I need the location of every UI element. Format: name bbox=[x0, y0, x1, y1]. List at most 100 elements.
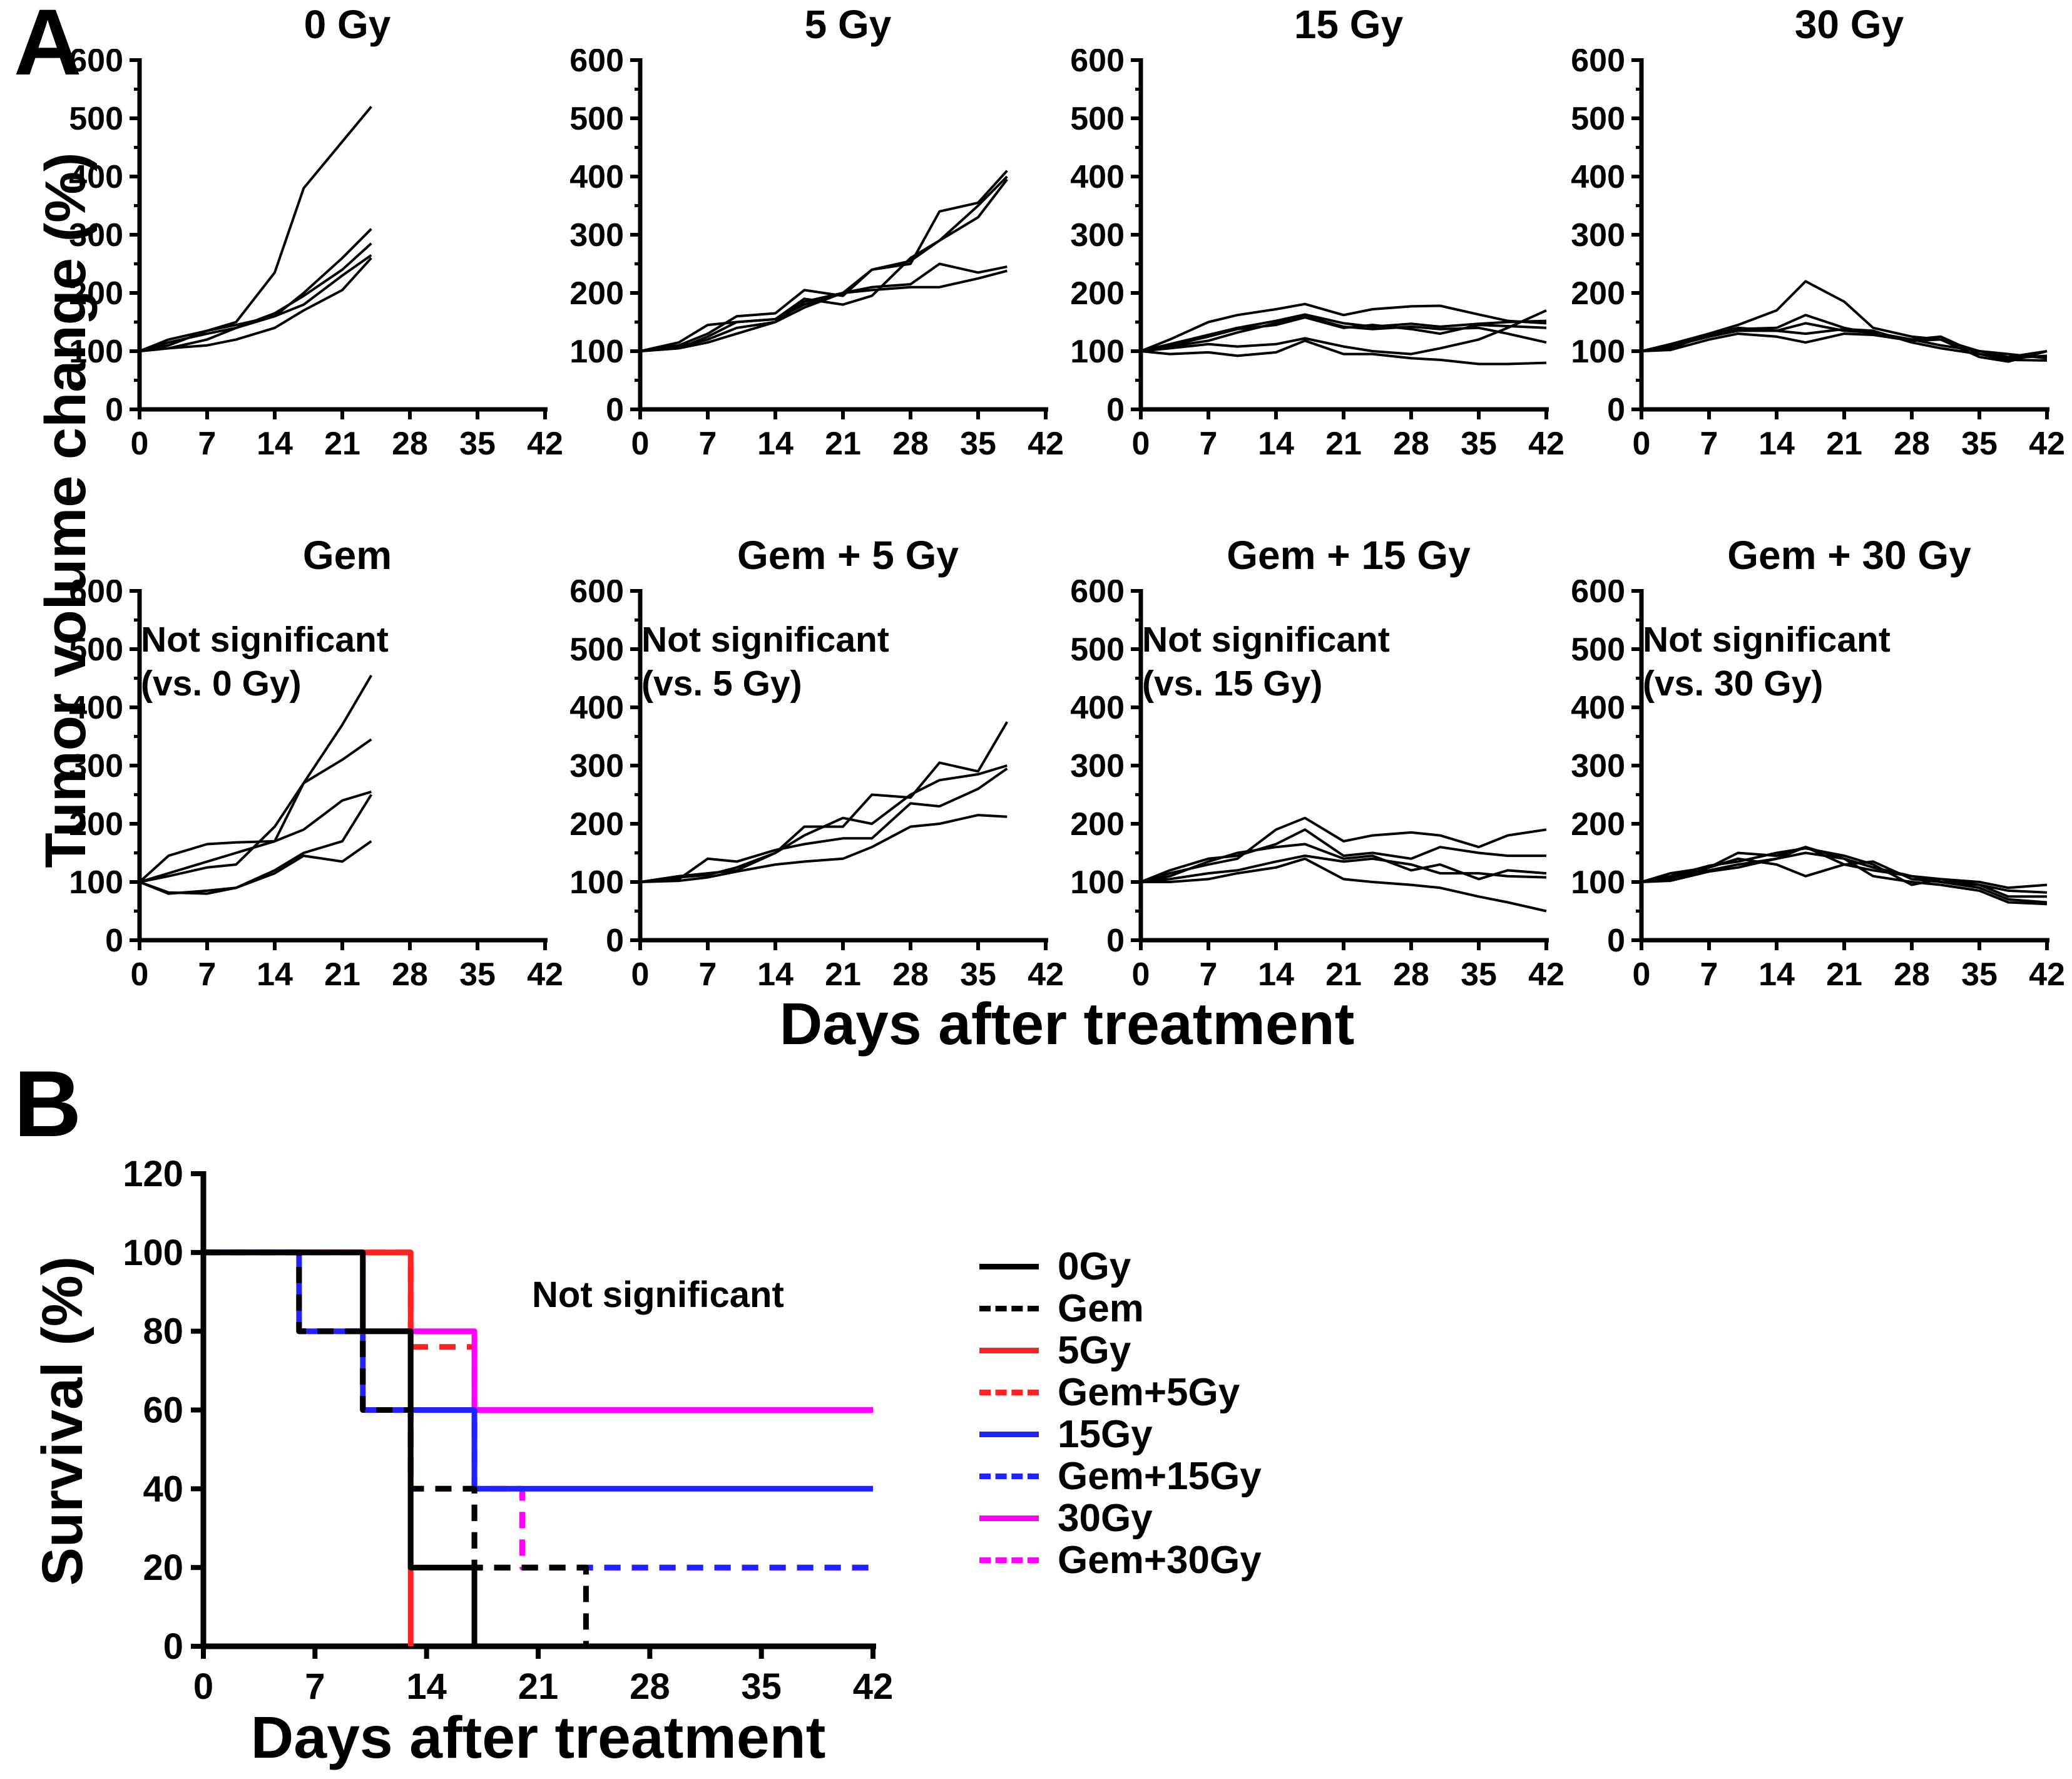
subplot-title: 0 Gy bbox=[304, 2, 391, 47]
svg-text:7: 7 bbox=[198, 426, 217, 462]
svg-text:14: 14 bbox=[1758, 426, 1795, 462]
svg-text:300: 300 bbox=[1070, 748, 1125, 784]
svg-text:200: 200 bbox=[569, 806, 624, 843]
tumor-line-mouse-4 bbox=[1140, 315, 1547, 352]
svg-text:42: 42 bbox=[1528, 956, 1564, 993]
legend-label: Gem bbox=[1058, 1286, 1144, 1330]
svg-text:100: 100 bbox=[1070, 864, 1125, 901]
tumor-line-mouse-2 bbox=[640, 175, 1008, 352]
tumor-line-mouse-5 bbox=[640, 269, 1008, 352]
svg-text:200: 200 bbox=[69, 275, 123, 312]
svg-text:35: 35 bbox=[741, 1666, 782, 1707]
svg-text:500: 500 bbox=[1070, 101, 1125, 137]
subplot-annotation: Not significant (vs. 5 Gy) bbox=[641, 620, 889, 704]
svg-text:300: 300 bbox=[1070, 217, 1125, 254]
svg-text:0: 0 bbox=[193, 1666, 213, 1707]
subplot-30gy: 30 Gy 0 100 200 300 400 500 600 0 7 14 21 28 35 42 bbox=[1568, 0, 2068, 487]
svg-text:35: 35 bbox=[459, 426, 496, 462]
svg-text:21: 21 bbox=[1325, 426, 1362, 462]
svg-text:28: 28 bbox=[630, 1666, 670, 1707]
subplot-chart-15gy: 0 100 200 300 400 500 600 0 7 14 21 28 35 42 bbox=[1070, 49, 1564, 462]
svg-text:21: 21 bbox=[1826, 426, 1862, 462]
svg-text:42: 42 bbox=[2029, 426, 2065, 462]
tumor-line-mouse-5 bbox=[139, 840, 372, 895]
svg-text:35: 35 bbox=[1961, 956, 1998, 993]
legend-label: Gem+30Gy bbox=[1058, 1538, 1262, 1582]
tumor-line-mouse-3 bbox=[138, 790, 372, 883]
panel-b-label: B bbox=[14, 1051, 82, 1156]
svg-text:0: 0 bbox=[131, 426, 149, 462]
svg-text:28: 28 bbox=[392, 956, 428, 993]
svg-text:40: 40 bbox=[143, 1469, 183, 1509]
tumor-line-mouse-1 bbox=[1641, 280, 2048, 359]
svg-text:42: 42 bbox=[527, 956, 563, 993]
legend-line-swatch bbox=[979, 1474, 1039, 1479]
subplot-chart-5gy: 0 100 200 300 400 500 600 0 7 14 21 28 35 42 bbox=[569, 49, 1064, 462]
tumor-line-mouse-6 bbox=[1140, 339, 1547, 366]
svg-text:14: 14 bbox=[406, 1666, 447, 1707]
survival-annotation: Not significant bbox=[532, 1274, 784, 1315]
svg-text:35: 35 bbox=[960, 426, 996, 462]
svg-text:35: 35 bbox=[1461, 956, 1497, 993]
legend-line-swatch bbox=[979, 1557, 1039, 1563]
tumor-line-mouse-5 bbox=[1641, 332, 2048, 363]
tumor-line-mouse-2 bbox=[1140, 828, 1546, 883]
subplot-chart-0gy: 0 100 200 300 400 500 600 0 7 14 21 28 35 42 bbox=[69, 49, 563, 462]
subplot-annotation: Not significant (vs. 30 Gy) bbox=[1643, 620, 1891, 704]
svg-text:100: 100 bbox=[1070, 334, 1125, 370]
tumor-line-mouse-1 bbox=[139, 106, 372, 352]
legend-line-swatch bbox=[979, 1515, 1039, 1521]
svg-text:21: 21 bbox=[324, 956, 360, 993]
subplot-0gy: 0 Gy 0 100 200 300 400 500 600 0 7 14 21 28 35 42 bbox=[66, 0, 566, 487]
svg-text:500: 500 bbox=[69, 101, 123, 137]
legend-item-15gy: 15Gy bbox=[979, 1413, 1262, 1455]
tumor-line-mouse-5 bbox=[139, 257, 372, 352]
svg-text:28: 28 bbox=[392, 426, 428, 462]
svg-text:400: 400 bbox=[1571, 690, 1625, 726]
subplot-gem-5gy: Gem + 5 Gy Not significant (vs. 5 Gy) 0 1… bbox=[566, 531, 1067, 1018]
legend-item-gem-15gy: Gem+15Gy bbox=[979, 1455, 1262, 1497]
tumor-line-mouse-3 bbox=[640, 178, 1008, 352]
subplot-5gy: 5 Gy 0 100 200 300 400 500 600 0 7 14 21 28 35 42 bbox=[566, 0, 1067, 487]
survival-curve-5Gy bbox=[203, 1249, 414, 1646]
subplot-title: Gem + 15 Gy bbox=[1227, 533, 1471, 578]
svg-text:600: 600 bbox=[569, 580, 624, 610]
svg-text:100: 100 bbox=[123, 1233, 183, 1273]
legend-item-gem-5gy: Gem+5Gy bbox=[979, 1371, 1262, 1413]
svg-text:0: 0 bbox=[163, 1626, 183, 1667]
tumor-line-mouse-5 bbox=[1641, 851, 2048, 906]
svg-text:300: 300 bbox=[69, 748, 123, 784]
svg-text:14: 14 bbox=[1258, 426, 1294, 462]
svg-text:500: 500 bbox=[569, 101, 624, 137]
svg-text:21: 21 bbox=[1325, 956, 1362, 993]
svg-text:600: 600 bbox=[1571, 580, 1625, 610]
subplot-title: Gem + 30 Gy bbox=[1727, 533, 1971, 578]
svg-text:28: 28 bbox=[1393, 426, 1429, 462]
svg-text:600: 600 bbox=[1571, 49, 1625, 79]
svg-text:0: 0 bbox=[1633, 426, 1651, 462]
subplot-annotation: Not significant (vs. 0 Gy) bbox=[141, 620, 389, 704]
legend-item-30gy: 30Gy bbox=[979, 1497, 1262, 1539]
svg-text:7: 7 bbox=[198, 956, 217, 993]
svg-text:200: 200 bbox=[569, 275, 624, 312]
tumor-line-mouse-4 bbox=[1641, 326, 2048, 362]
svg-text:0: 0 bbox=[606, 392, 624, 428]
legend-line-swatch bbox=[979, 1432, 1039, 1437]
svg-text:42: 42 bbox=[1028, 426, 1064, 462]
tumor-line-mouse-4 bbox=[1641, 857, 2048, 904]
svg-text:200: 200 bbox=[1571, 806, 1625, 843]
panel-a-x-axis-label: Days after treatment bbox=[779, 991, 1355, 1057]
tumor-line-mouse-1 bbox=[640, 170, 1008, 352]
subplot-chart-30gy: 0 100 200 300 400 500 600 0 7 14 21 28 35 42 bbox=[1571, 49, 2065, 462]
svg-text:21: 21 bbox=[1826, 956, 1862, 993]
subplot-gem-15gy: Gem + 15 Gy Not significant (vs. 15 Gy) … bbox=[1067, 531, 1568, 1018]
subplot-title: 5 Gy bbox=[804, 2, 892, 47]
svg-text:35: 35 bbox=[1461, 426, 1497, 462]
svg-text:0: 0 bbox=[1607, 923, 1625, 959]
svg-text:400: 400 bbox=[1571, 159, 1625, 195]
legend-item-gem: Gem bbox=[979, 1288, 1262, 1330]
tumor-line-mouse-5 bbox=[1141, 857, 1547, 913]
svg-text:7: 7 bbox=[699, 956, 717, 993]
svg-text:0: 0 bbox=[1106, 392, 1125, 428]
tumor-line-mouse-2 bbox=[139, 228, 372, 352]
